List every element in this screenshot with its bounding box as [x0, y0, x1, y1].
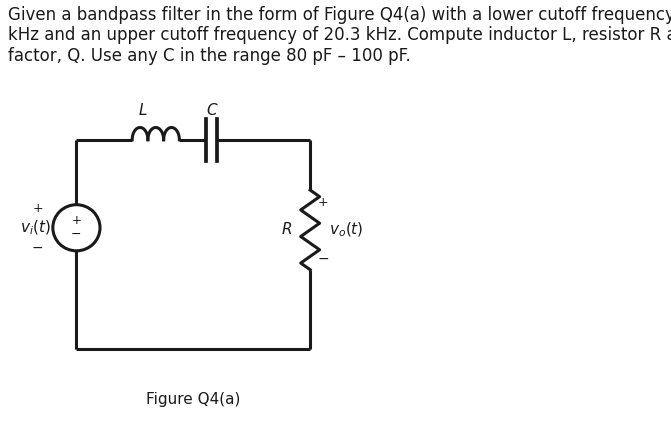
Text: $v_i(t)$: $v_i(t)$ — [20, 219, 51, 237]
Text: $v_o(t)$: $v_o(t)$ — [329, 221, 364, 239]
Text: R: R — [281, 222, 292, 237]
Text: L: L — [139, 103, 147, 118]
Text: −: − — [317, 252, 329, 266]
Text: C: C — [206, 103, 217, 118]
Text: +: + — [72, 214, 81, 227]
Text: Given a bandpass filter in the form of Figure Q4(a) with a lower cutoff frequenc: Given a bandpass filter in the form of F… — [8, 5, 671, 65]
Text: Figure Q4(a): Figure Q4(a) — [146, 392, 240, 407]
Text: +: + — [32, 203, 43, 215]
Text: +: + — [317, 196, 328, 209]
Text: −: − — [71, 227, 82, 241]
Text: −: − — [32, 241, 44, 255]
